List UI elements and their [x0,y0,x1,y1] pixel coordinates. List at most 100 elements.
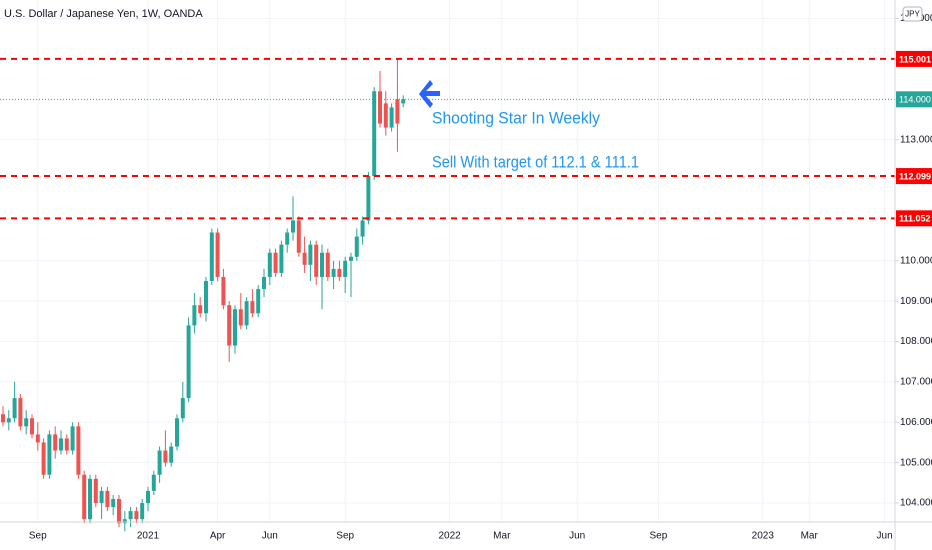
currency-badge[interactable] [902,6,923,22]
candle-body [99,490,104,504]
candle-body [349,256,353,261]
x-tick-label: 2022 [438,531,461,542]
candle-body [198,305,203,314]
candle-body [389,107,394,128]
candle-body [378,91,382,124]
candle-body [273,252,278,273]
candle-body [296,220,301,253]
candle-body [30,418,34,435]
candle-body [140,503,145,520]
level-badge [896,50,932,67]
candle-body [93,478,98,504]
candle-body [175,418,179,447]
annotation: Sell With target of 112.1 & 111.1 [432,152,639,171]
candle-body [88,478,92,520]
candle-body [180,398,185,419]
candle-body [64,438,69,451]
level-badge [896,168,932,185]
level-label: 112.099 [899,171,931,181]
y-tick-label: 108.000 [900,336,932,347]
x-tick-label: Mar [801,531,819,542]
last-price-label: 114.000 [899,95,931,105]
level-label: 111.052 [899,214,931,224]
annotation: Shooting Star In Weekly [432,108,600,127]
candle-body [6,418,11,423]
candle-body [128,511,133,520]
candle-body [337,268,342,277]
candle-body [59,438,63,451]
last-price-badge [896,91,932,108]
candle-body [70,426,75,451]
candle-body [111,498,116,508]
candle-body [47,434,52,475]
candle-body [35,434,40,443]
y-tick-label: 106.000 [900,417,932,428]
candle-body [343,260,348,277]
candle-body [401,99,406,104]
x-tick-label: Mar [493,531,511,542]
candle-body [169,446,174,463]
plot [0,57,895,532]
candle-body [256,289,261,314]
candle-body [320,252,324,277]
candle-body [354,236,359,257]
x-tick-label: Jun [569,531,585,542]
candle-body [244,301,249,326]
x-tick-label: Sep [650,531,668,542]
candle-body [285,232,290,245]
candle-body [151,474,156,491]
candle-body [186,325,191,399]
candle-body [134,511,139,520]
candle-body [308,244,313,265]
candle-body [360,220,365,237]
candle-body [209,232,214,281]
x-tick-label: Sep [29,531,47,542]
candle-body [366,176,371,221]
candle-body [122,519,127,524]
candle-body [267,252,272,277]
candle-body [383,103,388,128]
candle-body [146,490,150,504]
x-tick-label: Sep [336,531,354,542]
price-scale: 104.000 105.000 106.000 107.000 108.000 109.0… [29,13,932,542]
candle-body [1,414,5,423]
chart-title: U.S. Dollar / Japanese Yen, 1W, OANDA [4,8,203,20]
candle-body [215,232,220,277]
candle-body [314,244,319,277]
x-tick-label: Jun [877,531,893,542]
candle-body [279,244,284,273]
candle-body [221,276,226,306]
candle-body [24,418,29,427]
candle-body [117,498,121,524]
x-tick-label: Jun [262,531,278,542]
y-tick-label: 105.000 [900,457,932,468]
annotation-arrow [419,80,440,108]
level-badge [896,210,932,227]
y-tick-label: 107.000 [900,377,932,388]
candle-body [291,220,295,233]
candle-body [262,276,266,290]
candle-body [227,305,232,346]
candle-body [82,474,87,520]
candle-body [233,309,237,346]
y-tick-label: 113.000 [900,134,932,145]
candle-body [41,442,46,475]
candle-body [325,252,330,277]
candle-body [105,490,110,508]
candle-body [192,305,197,326]
candle-body [302,252,307,265]
candle-body [53,434,58,451]
candle-body [18,398,23,427]
x-tick-label: Apr [210,531,226,542]
x-tick-label: 2023 [752,531,775,542]
candle-body [372,91,377,177]
candle-body [204,280,208,314]
level-label: 115.001 [899,54,931,64]
candle-body [250,301,255,314]
x-tick-label: 2021 [137,531,160,542]
candle-body [395,99,400,124]
currency: JPY [905,10,920,19]
candle-body [76,426,81,475]
